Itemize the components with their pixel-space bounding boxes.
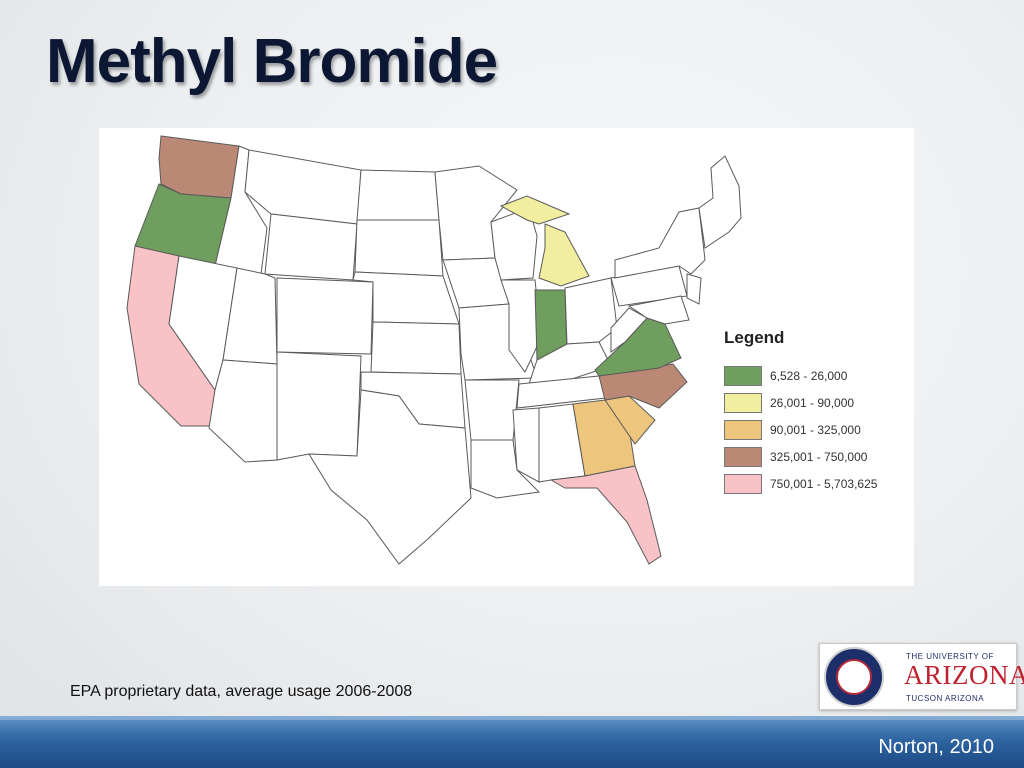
- seal-emblem-icon: [836, 659, 872, 695]
- legend-swatch: [724, 392, 762, 413]
- state-IL: [500, 279, 542, 373]
- map-legend: Legend 6,528 - 26,000 26,001 - 90,000 90…: [724, 328, 904, 497]
- slide-title: Methyl Bromide: [46, 27, 498, 96]
- legend-item: 26,001 - 90,000: [724, 389, 904, 416]
- logo-name: ARIZONA: [904, 660, 1024, 690]
- legend-swatch: [724, 473, 762, 494]
- state-NE-states: [698, 155, 742, 249]
- footer-bar: Norton, 2010: [0, 716, 1024, 768]
- state-AR: [464, 379, 520, 441]
- state-SD: [354, 219, 444, 277]
- legend-swatch: [724, 365, 762, 386]
- legend-label: 26,001 - 90,000: [770, 395, 855, 410]
- source-note: EPA proprietary data, average usage 2006…: [70, 683, 413, 700]
- map-panel: Legend 6,528 - 26,000 26,001 - 90,000 90…: [99, 128, 914, 586]
- state-ND: [356, 169, 440, 221]
- state-LA: [470, 439, 541, 499]
- state-MD: [627, 295, 690, 325]
- legend-item: 750,001 - 5,703,625: [724, 470, 904, 497]
- legend-item: 6,528 - 26,000: [724, 362, 904, 389]
- state-NC: [598, 363, 688, 409]
- state-MT: [244, 149, 362, 225]
- state-UT: [222, 267, 278, 365]
- state-KS: [370, 321, 462, 375]
- state-NM: [276, 351, 362, 461]
- state-FL: [549, 465, 662, 565]
- university-seal-icon: [824, 647, 884, 707]
- state-WA: [158, 135, 240, 199]
- us-states-map: [126, 135, 742, 565]
- state-WV: [610, 307, 648, 353]
- legend-label: 325,001 - 750,000: [770, 449, 868, 464]
- state-OH: [564, 277, 618, 345]
- footer-credit: Norton, 2010: [878, 736, 994, 758]
- legend-swatch: [724, 446, 762, 467]
- state-WY: [264, 213, 358, 281]
- state-TX: [308, 389, 472, 565]
- legend-item: 90,001 - 325,000: [724, 416, 904, 443]
- state-NJ: [686, 273, 702, 305]
- legend-label: 6,528 - 26,000: [770, 368, 848, 383]
- state-NY: [614, 207, 706, 279]
- legend-label: 90,001 - 325,000: [770, 422, 861, 437]
- logo-top-line: THE UNIVERSITY OF: [906, 652, 994, 661]
- legend-item: 325,001 - 750,000: [724, 443, 904, 470]
- state-CO: [276, 277, 374, 355]
- logo-bottom-line: TUCSON ARIZONA: [906, 694, 985, 703]
- legend-swatch: [724, 419, 762, 440]
- university-logo: THE UNIVERSITY OF ARIZONA TUCSON ARIZONA: [819, 643, 1024, 710]
- legend-label: 750,001 - 5,703,625: [770, 476, 878, 491]
- state-MI: [499, 195, 590, 287]
- legend-title: Legend: [724, 328, 785, 347]
- state-AZ: [208, 359, 278, 463]
